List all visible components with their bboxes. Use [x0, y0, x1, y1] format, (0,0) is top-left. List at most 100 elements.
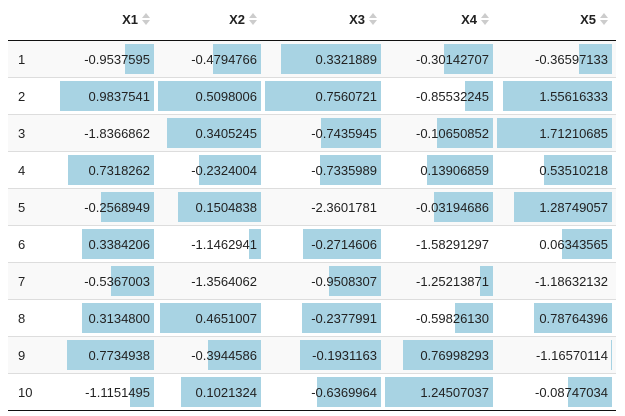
- row-index: 9: [8, 336, 60, 374]
- cell: -1.1462941: [158, 225, 265, 263]
- cell-value: -0.2377991: [311, 310, 377, 326]
- header-text: X2: [229, 11, 245, 27]
- cell-value: 0.7318262: [88, 162, 150, 178]
- value-bar: [455, 303, 493, 333]
- cell-value: 0.3405245: [195, 125, 257, 141]
- row-index: 7: [8, 262, 60, 300]
- value-bar: [101, 192, 154, 222]
- cell-value: -1.1462941: [191, 236, 257, 252]
- cell-value: -0.7335989: [311, 162, 377, 178]
- row-index: 5: [8, 188, 60, 226]
- value-bar: [303, 229, 381, 259]
- cell: 0.06343565: [497, 225, 616, 263]
- column-header[interactable]: X1: [60, 0, 158, 41]
- value-bar: [82, 303, 154, 333]
- cell-value: 1.24507037: [420, 384, 489, 400]
- value-bar: [207, 340, 261, 370]
- cell-value: -0.10650852: [415, 125, 489, 141]
- cell: 0.5098006: [158, 77, 265, 115]
- cell-value: 0.9837541: [88, 88, 150, 104]
- value-bar: [497, 118, 612, 148]
- cell-value: 0.1504838: [195, 199, 257, 215]
- row-index: 2: [8, 77, 60, 115]
- cell-value: -1.25213871: [415, 273, 489, 289]
- header-text: X1: [122, 11, 138, 27]
- table-row: 9 0.7734938 -0.3944586 -0.1931163 0.76998293…: [8, 336, 616, 374]
- value-bar: [320, 155, 381, 185]
- column-header[interactable]: X2: [158, 0, 265, 41]
- cell-value: -0.08747034: [534, 384, 608, 400]
- cell: -0.2324004: [158, 151, 265, 189]
- value-bar: [81, 229, 154, 259]
- table-row: 6 0.3384206 -1.1462941 -0.2714606 -1.5829129…: [8, 225, 616, 263]
- cell: 0.53510218: [497, 151, 616, 189]
- cell: 1.28749057: [497, 188, 616, 226]
- cell: 0.7560721: [265, 77, 385, 115]
- cell: -0.2568949: [60, 188, 158, 226]
- cell-value: -0.5367003: [84, 273, 150, 289]
- cell: -1.1151495: [60, 373, 158, 411]
- value-bar: [302, 303, 381, 333]
- value-bar: [480, 266, 493, 296]
- value-bar: [68, 155, 154, 185]
- column-header[interactable]: X5: [497, 0, 616, 41]
- cell: -0.2377991: [265, 299, 385, 337]
- value-bar: [177, 192, 261, 222]
- sort-icon: [481, 13, 489, 28]
- cell: 0.7734938: [60, 336, 158, 374]
- table-row: 7 -0.5367003 -1.3564062 -0.9508307 -1.252138…: [8, 262, 616, 300]
- value-bar: [110, 266, 154, 296]
- value-bar: [579, 44, 612, 74]
- header-text: X5: [580, 11, 596, 27]
- cell-value: 0.53510218: [539, 162, 608, 178]
- cell-value: -0.9537595: [84, 51, 150, 67]
- row-index: 3: [8, 114, 60, 152]
- cell: -0.36597133: [497, 40, 616, 78]
- value-bar: [60, 81, 154, 111]
- cell-value: -1.16570114: [535, 347, 608, 363]
- cell: -1.16570114: [497, 336, 616, 374]
- cell-value: -0.7435945: [311, 125, 377, 141]
- cell-value: -1.3564062: [191, 273, 257, 289]
- cell-value: -1.58291297: [415, 236, 489, 252]
- column-header[interactable]: X4: [385, 0, 497, 41]
- value-bar: [300, 340, 381, 370]
- row-index: 4: [8, 151, 60, 189]
- cell: -0.7335989: [265, 151, 385, 189]
- sort-icon: [600, 13, 608, 28]
- cell: -1.58291297: [385, 225, 497, 263]
- cell: -0.7435945: [265, 114, 385, 152]
- cell-value: -1.8366862: [84, 125, 150, 141]
- value-bar: [503, 81, 612, 111]
- cell-value: 0.3384206: [88, 236, 150, 252]
- cell: 0.1021324: [158, 373, 265, 411]
- cell: -0.03194686: [385, 188, 497, 226]
- cell-value: 0.7560721: [315, 88, 377, 104]
- row-index: 1: [8, 40, 60, 78]
- value-bar: [167, 118, 261, 148]
- cell-value: -0.59826130: [415, 310, 489, 326]
- value-bar: [124, 44, 154, 74]
- value-bar: [611, 340, 612, 370]
- row-index: 6: [8, 225, 60, 263]
- value-bar: [316, 377, 381, 407]
- cell: -0.9537595: [60, 40, 158, 78]
- value-bar: [320, 118, 381, 148]
- table-row: 8 0.3134800 0.4651007 -0.2377991 -0.59826130…: [8, 299, 616, 337]
- cell-value: -0.4794766: [191, 51, 257, 67]
- cell-value: -0.03194686: [415, 199, 489, 215]
- value-bar: [533, 303, 612, 333]
- column-header[interactable]: X3: [265, 0, 385, 41]
- cell: -0.3944586: [158, 336, 265, 374]
- data-table: X1 X2 X3 X4 X5 1 -0.9537595 -0.4794766 0.332188…: [8, 0, 616, 411]
- table-row: 1 -0.9537595 -0.4794766 0.3321889 -0.3014270…: [8, 40, 616, 78]
- value-bar: [427, 155, 493, 185]
- cell: 1.55616333: [497, 77, 616, 115]
- value-bar: [465, 81, 493, 111]
- cell: 1.71210685: [497, 114, 616, 152]
- index-header: [8, 0, 60, 41]
- row-index: 8: [8, 299, 60, 337]
- cell: -0.9508307: [265, 262, 385, 300]
- cell-value: 0.3134800: [88, 310, 150, 326]
- cell-value: -0.6369964: [311, 384, 377, 400]
